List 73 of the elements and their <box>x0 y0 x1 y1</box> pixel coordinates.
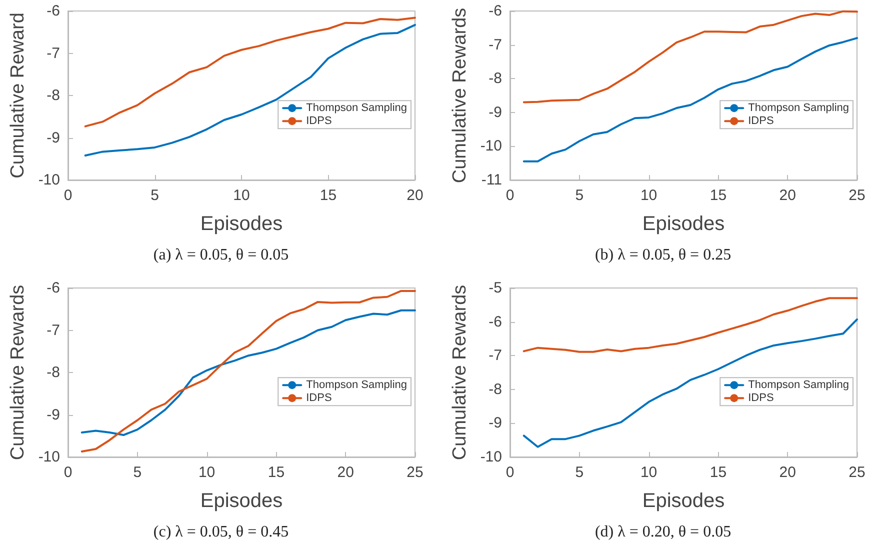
y-tick-label: -8 <box>46 364 60 381</box>
x-tick-label: 5 <box>150 187 159 204</box>
y-tick-label: -7 <box>488 36 502 54</box>
line-series <box>80 290 416 453</box>
y-tick-label: -11 <box>481 172 502 188</box>
x-tick-label: 25 <box>406 464 424 481</box>
x-tick-label: 10 <box>233 187 250 204</box>
x-tick-label: 20 <box>779 464 796 481</box>
x-tick-label: 5 <box>575 187 584 204</box>
line-series <box>522 318 858 448</box>
legend-label: Thompson Sampling <box>748 102 850 114</box>
legend-label: Thompson Sampling <box>306 379 408 392</box>
y-tick-label: -8 <box>488 70 502 88</box>
y-axis-title: Cumulative Rewards <box>449 8 470 184</box>
x-tick-label: 15 <box>268 464 285 481</box>
line-series <box>522 297 858 353</box>
y-tick-label: -10 <box>480 138 502 155</box>
y-tick-label: -9 <box>46 406 60 424</box>
x-axis-title: Episodes <box>200 490 283 512</box>
line-series <box>522 10 858 104</box>
y-tick-label: -6 <box>488 2 502 20</box>
x-axis-title: Episodes <box>200 213 283 235</box>
line-series <box>80 309 416 436</box>
x-tick-label: 5 <box>133 464 142 481</box>
legend-label: Thompson Sampling <box>306 102 408 114</box>
x-tick-label: 10 <box>640 187 658 204</box>
x-axis-title: Episodes <box>642 490 725 512</box>
line-series <box>84 16 416 128</box>
y-tick-label: -10 <box>38 172 60 188</box>
x-tick-label: 10 <box>640 464 658 481</box>
y-tick-label: -7 <box>46 44 60 62</box>
y-tick-label: -8 <box>488 380 502 398</box>
legend-label: IDPS <box>306 392 332 404</box>
text: (a) λ = 0.05, θ = 0.05 <box>153 246 289 264</box>
x-tick-label: 5 <box>575 464 584 481</box>
y-axis-title: Cumulative Rewards <box>449 284 470 460</box>
x-tick-label: 0 <box>64 464 72 481</box>
x-tick-label: 25 <box>848 464 866 481</box>
text: (b) λ = 0.05, θ = 0.25 <box>594 246 732 264</box>
y-tick-label: -10 <box>480 448 502 466</box>
legend-label: IDPS <box>748 392 774 404</box>
y-tick-label: -7 <box>46 322 60 339</box>
y-tick-label: -6 <box>488 313 502 330</box>
x-tick-label: 0 <box>506 464 514 481</box>
x-axis-title: Episodes <box>642 213 725 235</box>
x-tick-label: 10 <box>198 464 216 481</box>
legend-label: IDPS <box>306 115 332 128</box>
y-tick-label: -5 <box>488 280 502 296</box>
y-tick-label: -6 <box>46 2 60 20</box>
y-tick-label: -9 <box>488 104 502 121</box>
y-tick-label: -7 <box>488 347 502 364</box>
legend-label: IDPS <box>748 115 774 128</box>
x-tick-label: 15 <box>710 187 727 204</box>
y-axis-title: Cumulative Rewards <box>7 284 28 460</box>
x-tick-label: 15 <box>320 187 337 204</box>
x-tick-label: 20 <box>406 187 424 204</box>
line-series <box>84 24 416 156</box>
y-tick-label: -9 <box>488 414 502 432</box>
x-tick-label: 0 <box>64 187 72 204</box>
text: (d) λ = 0.20, θ = 0.05 <box>594 524 732 540</box>
text: (c) λ = 0.05, θ = 0.45 <box>153 524 289 540</box>
x-tick-label: 0 <box>506 187 514 204</box>
x-tick-label: 20 <box>779 187 796 204</box>
y-tick-label: -8 <box>46 87 60 104</box>
x-tick-label: 15 <box>710 464 727 481</box>
x-tick-label: 20 <box>337 464 354 481</box>
y-tick-label: -9 <box>46 129 60 146</box>
y-axis-title: Cumulative Reward <box>7 12 28 178</box>
legend-label: Thompson Sampling <box>748 379 850 392</box>
y-tick-label: -6 <box>46 280 60 296</box>
line-series <box>522 37 858 162</box>
y-tick-label: -10 <box>38 448 60 466</box>
x-tick-label: 25 <box>848 187 866 204</box>
